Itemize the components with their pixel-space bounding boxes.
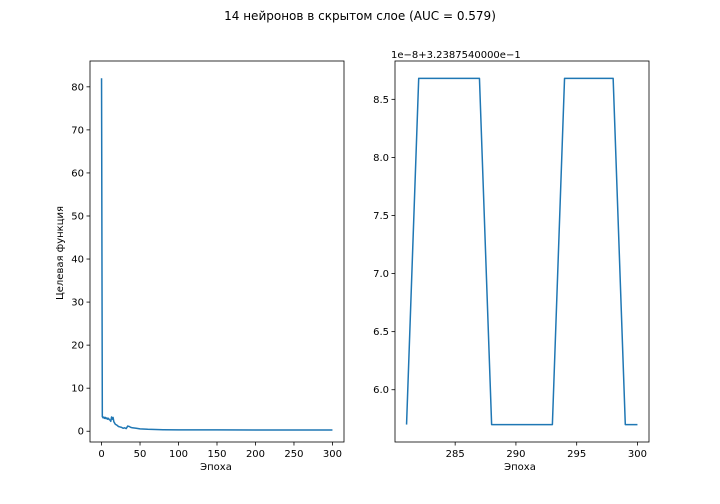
right-y-tick-label: 8.5 <box>373 95 389 106</box>
left-y-tick-label: 20 <box>71 341 84 352</box>
left-y-tick-label: 0 <box>78 427 84 438</box>
left-x-axis-label: Эпоха <box>200 462 232 473</box>
right-axes: Эпоха 1e−8+3.2387540000e−1 285 290 295 300 6… <box>373 50 650 473</box>
right-x-axis-label: Эпоха <box>504 462 536 473</box>
left-series-line-0 <box>100 78 333 431</box>
left-x-tick-label: 250 <box>284 449 303 460</box>
right-y-tick-label: 7.0 <box>373 269 389 280</box>
left-axes-frame <box>89 60 345 443</box>
left-x-tick-label: 50 <box>134 449 147 460</box>
left-y-tick-label: 50 <box>71 211 84 222</box>
right-y-tick-label: 6.5 <box>373 327 389 338</box>
left-x-tick-label: 150 <box>207 449 226 460</box>
right-y-offset-text: 1e−8+3.2387540000e−1 <box>391 50 521 61</box>
left-axes: Эпоха Целевая функция 0 50 100 150 200 250 300… <box>55 60 345 473</box>
left-y-axis-label: Целевая функция <box>55 206 66 300</box>
left-y-tick-label: 60 <box>71 168 84 179</box>
figure-title: 14 нейронов в скрытом слое (AUC = 0.579) <box>224 9 496 23</box>
right-x-tick-label: 295 <box>567 449 586 460</box>
right-x-tick-label: 290 <box>506 449 525 460</box>
left-x-tick-label: 100 <box>169 449 188 460</box>
right-series-line-0 <box>405 77 638 426</box>
left-y-tick-label: 30 <box>71 298 84 309</box>
left-x-tick-label: 200 <box>246 449 265 460</box>
left-x-tick-label: 300 <box>323 449 342 460</box>
left-y-tick-label: 40 <box>71 255 84 266</box>
left-y-tick-label: 80 <box>71 82 84 93</box>
left-y-tick-label: 10 <box>71 384 84 395</box>
right-axes-frame <box>394 60 650 443</box>
right-y-tick-label: 7.5 <box>373 211 389 222</box>
left-x-tick-label: 0 <box>98 449 104 460</box>
right-x-tick-label: 300 <box>628 449 647 460</box>
right-x-tick-label: 285 <box>446 449 465 460</box>
left-y-tick-label: 70 <box>71 125 84 136</box>
right-y-tick-label: 6.0 <box>373 385 389 396</box>
right-y-tick-label: 8.0 <box>373 153 389 164</box>
